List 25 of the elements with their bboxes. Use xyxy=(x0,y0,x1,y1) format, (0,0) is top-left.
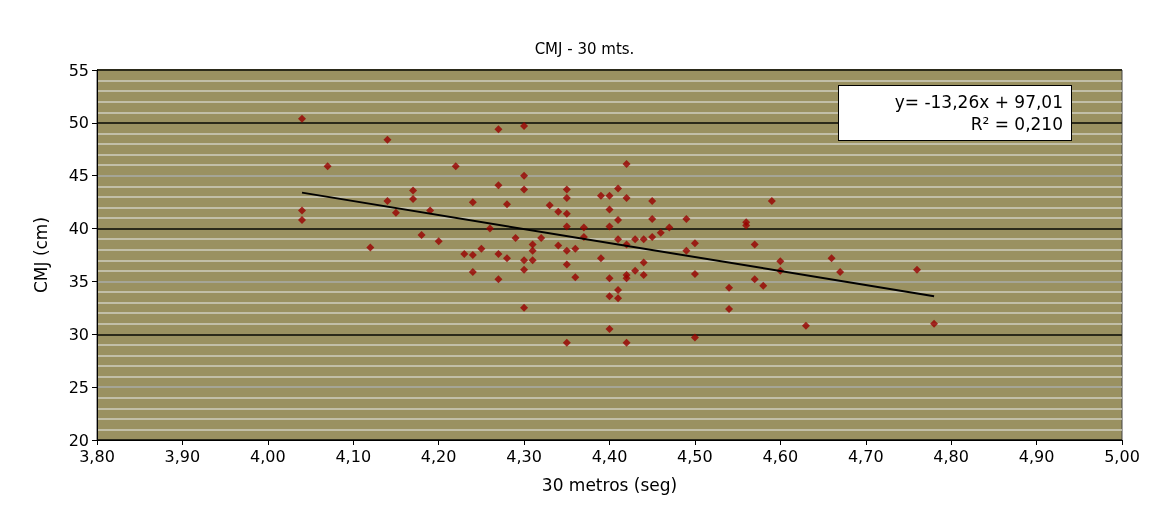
y-tick-label: 50 xyxy=(68,113,89,133)
x-tick-label: 5,00 xyxy=(1104,446,1140,466)
y-axis-title: CMJ (cm) xyxy=(30,216,51,294)
y-tick-label: 40 xyxy=(68,219,89,239)
x-tick-label: 4,40 xyxy=(591,446,628,466)
x-tick-label: 4,10 xyxy=(335,446,372,466)
x-tick-label: 4,90 xyxy=(1018,446,1055,466)
x-tick-label: 4,60 xyxy=(762,446,799,466)
x-tick-label: 4,50 xyxy=(677,446,713,466)
annotation: R² = 0,210 xyxy=(969,113,1064,135)
x-tick-label: 4,70 xyxy=(847,446,884,466)
x-tick-label: 4,20 xyxy=(420,446,457,466)
annotation: y= -13,26x + 97,01 xyxy=(893,91,1064,113)
y-tick-label: 35 xyxy=(68,271,89,291)
y-tick-label: 30 xyxy=(68,324,89,344)
x-tick-label: 4,00 xyxy=(250,446,286,466)
x-tick-label: 4,80 xyxy=(933,446,969,466)
y-tick-label: 55 xyxy=(68,60,89,80)
x-tick-label: 4,30 xyxy=(506,446,542,466)
x-axis-title: 30 metros (seg) xyxy=(541,474,678,495)
equation-box: y= -13,26x + 97,01 R² = 0,210 xyxy=(838,85,1072,141)
chart-title: CMJ - 30 mts. xyxy=(534,39,635,58)
x-tick-label: 3,90 xyxy=(164,446,201,466)
y-tick-label: 25 xyxy=(68,377,89,397)
y-tick-label: 45 xyxy=(68,166,89,186)
